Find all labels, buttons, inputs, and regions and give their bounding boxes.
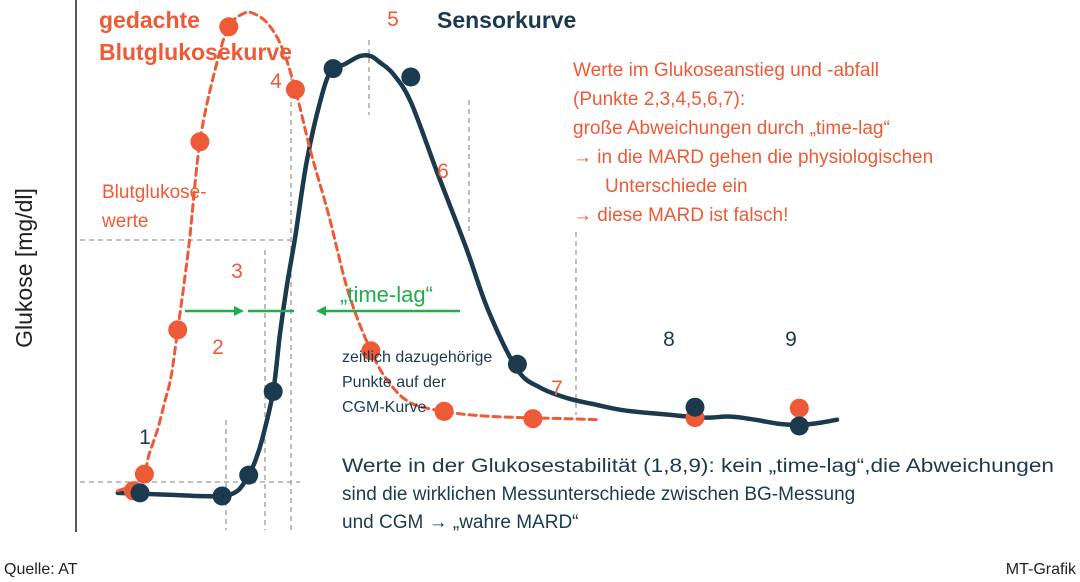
sensor-point-8 [685,397,705,417]
series-name-blood-line-1: gedachte [99,7,200,33]
sensor-point-1 [130,483,150,503]
sensor-point-2 [212,486,232,506]
annotation-bg-values-1: Blutglukose- [102,182,207,203]
time-lag-arrowhead-left [316,306,326,316]
annotation-rise-fall-3: große Abweichungen durch „time-lag“ [573,118,890,139]
blood-glucose-point-4 [219,17,239,37]
point-label-9: 9 [785,328,797,351]
blood-glucose-stable-point-2 [434,401,454,421]
annotation-stable-1: Werte in der Glukosestabilität (1,8,9): … [342,456,1054,477]
blood-glucose-curve [116,10,601,493]
point-label-8: 8 [663,328,675,351]
annotation-rise-fall-5: Unterschiede ein [605,176,748,197]
annotation-corresponding-2: Punkte auf der [342,374,447,391]
series-name-blood-line-2: Blutglukosekurve [99,39,292,65]
annotation-rise-fall-4: → in die MARD gehen die physiologischen [573,147,933,168]
sensor-point-5 [323,59,343,79]
sensor-point-7 [507,354,527,374]
annotation-rise-fall-6: → diese MARD ist falsch! [573,205,788,226]
point-label-5: 5 [387,8,399,31]
point-label-7: 7 [551,377,563,400]
blood-glucose-point-8 [523,409,543,429]
annotation-bg-values-2: werte [101,211,148,232]
blood-glucose-point-1 [134,464,154,484]
blood-glucose-stable-point-4 [789,398,809,418]
sensor-points [130,59,809,506]
blood-glucose-point-2 [168,320,188,340]
sensor-point-4 [263,382,283,401]
sensor-point-6 [401,67,421,87]
blood-glucose-point-3 [190,132,210,152]
time-lag-arrowhead-right [234,306,244,316]
blood-glucose-point-6 [361,341,381,361]
annotation-stable-2: sind die wirklichen Messunterschiede zwi… [342,484,855,505]
time-lag-arrows [185,306,460,316]
point-label-4: 4 [270,70,282,93]
series-name-sensor: Sensorkurve [437,7,576,33]
blood-glucose-point-5 [285,80,305,99]
sensor-point-9 [789,416,809,436]
annotation-rise-fall-1: Werte im Glukoseanstieg und -abfall [573,60,879,81]
annotation-stable-3: und CGM → „wahre MARD“ [342,512,579,533]
annotation-rise-fall-2: (Punkte 2,3,4,5,6,7): [573,89,745,110]
annotation-time-lag: „time-lag“ [340,282,433,307]
sensor-point-3 [239,465,259,485]
source-note: Quelle: AT [4,561,78,578]
y-axis-label: Glukose [mg/dl] [11,188,37,348]
graphic-credit: MT-Grafik [1006,561,1077,578]
point-label-1: 1 [139,426,151,449]
annotation-corresponding-1: zeitlich dazugehörige [342,349,492,366]
annotation-corresponding-3: CGM-Kurve [342,399,427,416]
point-label-2: 2 [212,336,224,359]
point-label-6: 6 [437,160,449,183]
point-label-3: 3 [231,260,243,283]
blood-glucose-points [123,17,809,501]
